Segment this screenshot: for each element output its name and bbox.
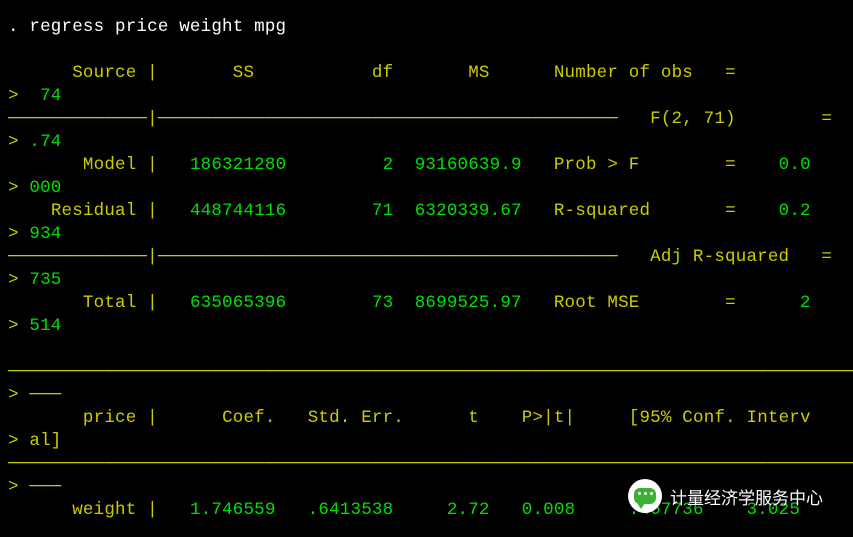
stat-f: F(2, 71) = <box>650 109 832 129</box>
rule-top: ─────────────|──────────────────────────… <box>8 109 618 129</box>
rule-coef-mid: ────────────────────────────────────────… <box>8 454 853 474</box>
row-model: Model | 186321280 2 93160639.9 Prob > F … <box>8 155 811 175</box>
cont-rmse: > 514 <box>8 316 62 336</box>
cont-adjr2: > 735 <box>8 270 62 290</box>
cont-r2: > 934 <box>8 224 62 244</box>
cont-nobs: > 74 <box>8 86 62 106</box>
cont-ci: > al] <box>8 431 62 451</box>
cont-f: > .74 <box>8 132 62 152</box>
coef-header: price | Coef. Std. Err. t P>|t| [95% Con… <box>8 408 811 428</box>
cont-rule1: > ─── <box>8 385 62 405</box>
row-total: Total | 635065396 73 8699525.97 Root MSE… <box>8 293 811 313</box>
anova-hdr-source: Source | SS df MS Number of obs = <box>8 63 736 83</box>
stat-adjr2: Adj R-squared = <box>650 247 832 267</box>
row-residual: Residual | 448744116 71 6320339.67 R-squ… <box>8 201 811 221</box>
cont-probf: > 000 <box>8 178 62 198</box>
command-line: . regress price weight mpg <box>8 17 286 37</box>
row-weight: weight | 1.746559 .6413538 2.72 0.008 .4… <box>8 500 800 520</box>
cont-rule2: > ─── <box>8 477 62 497</box>
rule-mid: ─────────────|──────────────────────────… <box>8 247 618 267</box>
stata-results-pane: . regress price weight mpg Source | SS d… <box>0 0 853 522</box>
rule-coef-top: ────────────────────────────────────────… <box>8 362 853 382</box>
